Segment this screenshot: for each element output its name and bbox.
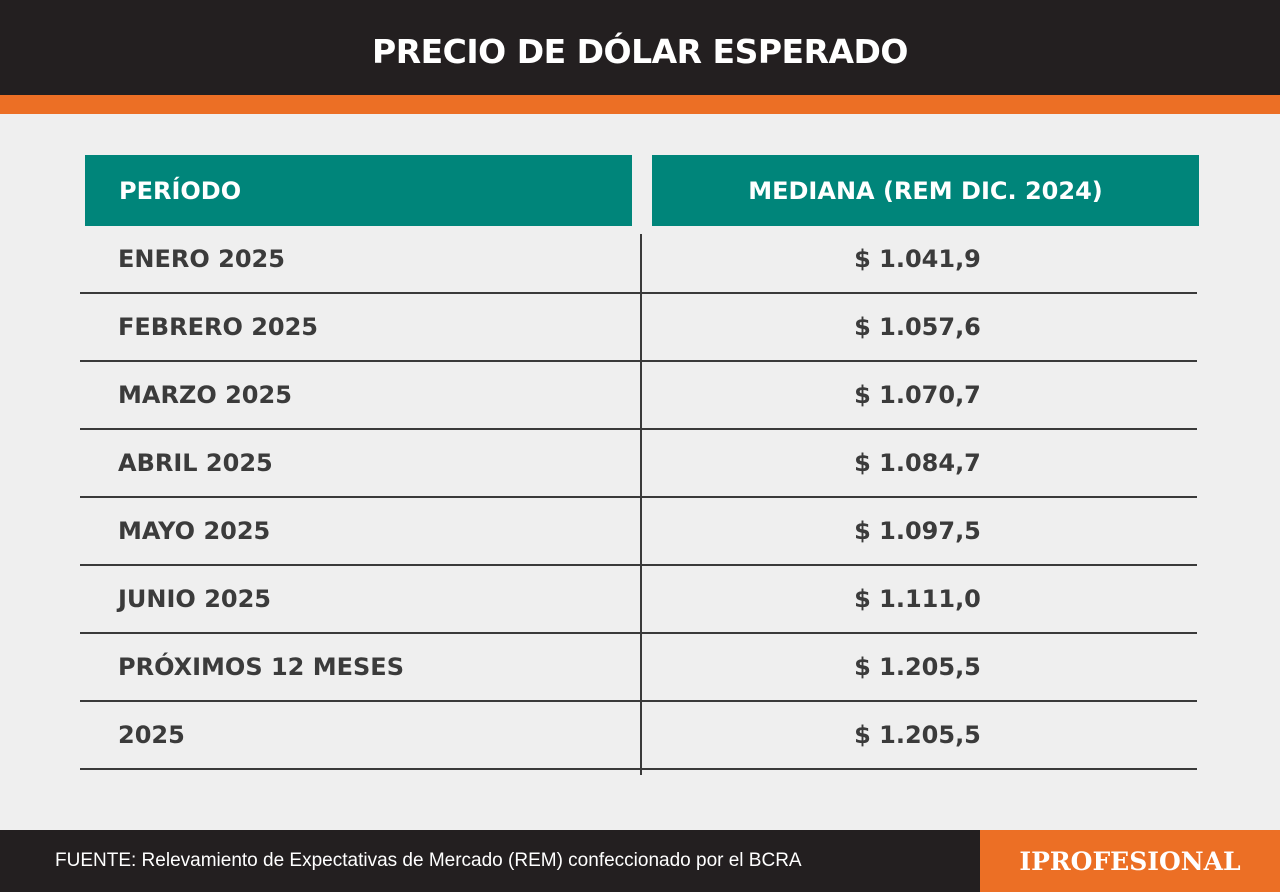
- cell-median-value: $ 1.084,7: [854, 449, 981, 477]
- cell-period: PRÓXIMOS 12 MESES: [118, 653, 404, 681]
- title-bar: PRECIO DE DÓLAR ESPERADO: [0, 0, 1280, 95]
- cell-median-value: $ 1.057,6: [854, 313, 981, 341]
- table-row: ABRIL 2025 $ 1.084,7: [80, 430, 1197, 498]
- table-row: PRÓXIMOS 12 MESES $ 1.205,5: [80, 634, 1197, 702]
- column-header-period: PERÍODO: [85, 155, 632, 226]
- cell-period: ENERO 2025: [118, 245, 285, 273]
- table-row: MARZO 2025 $ 1.070,7: [80, 362, 1197, 430]
- column-header-median: MEDIANA (REM DIC. 2024): [652, 155, 1199, 226]
- cell-median-value: $ 1.205,5: [854, 721, 981, 749]
- cell-median-value: $ 1.205,5: [854, 653, 981, 681]
- cell-median-value: $ 1.097,5: [854, 517, 981, 545]
- brand-logo: IPROFESIONAL: [980, 830, 1280, 892]
- table-row: JUNIO 2025 $ 1.111,0: [80, 566, 1197, 634]
- cell-period: JUNIO 2025: [118, 585, 271, 613]
- cell-median-value: $ 1.041,9: [854, 245, 981, 273]
- cell-period: 2025: [118, 721, 185, 749]
- header-accent-stripe: [0, 95, 1280, 114]
- table-row: 2025 $ 1.205,5: [80, 702, 1197, 770]
- cell-median-value: $ 1.111,0: [854, 585, 981, 613]
- table-row: FEBRERO 2025 $ 1.057,6: [80, 294, 1197, 362]
- cell-median-value: $ 1.070,7: [854, 381, 981, 409]
- page-title: PRECIO DE DÓLAR ESPERADO: [372, 32, 908, 71]
- table-row: MAYO 2025 $ 1.097,5: [80, 498, 1197, 566]
- cell-period: FEBRERO 2025: [118, 313, 318, 341]
- brand-logo-text: IPROFESIONAL: [1019, 846, 1241, 876]
- table-row: ENERO 2025 $ 1.041,9: [80, 226, 1197, 294]
- column-divider: [640, 234, 642, 775]
- cell-period: MARZO 2025: [118, 381, 292, 409]
- cell-period: ABRIL 2025: [118, 449, 273, 477]
- cell-period: MAYO 2025: [118, 517, 271, 545]
- source-note: FUENTE: Relevamiento de Expectativas de …: [55, 850, 802, 871]
